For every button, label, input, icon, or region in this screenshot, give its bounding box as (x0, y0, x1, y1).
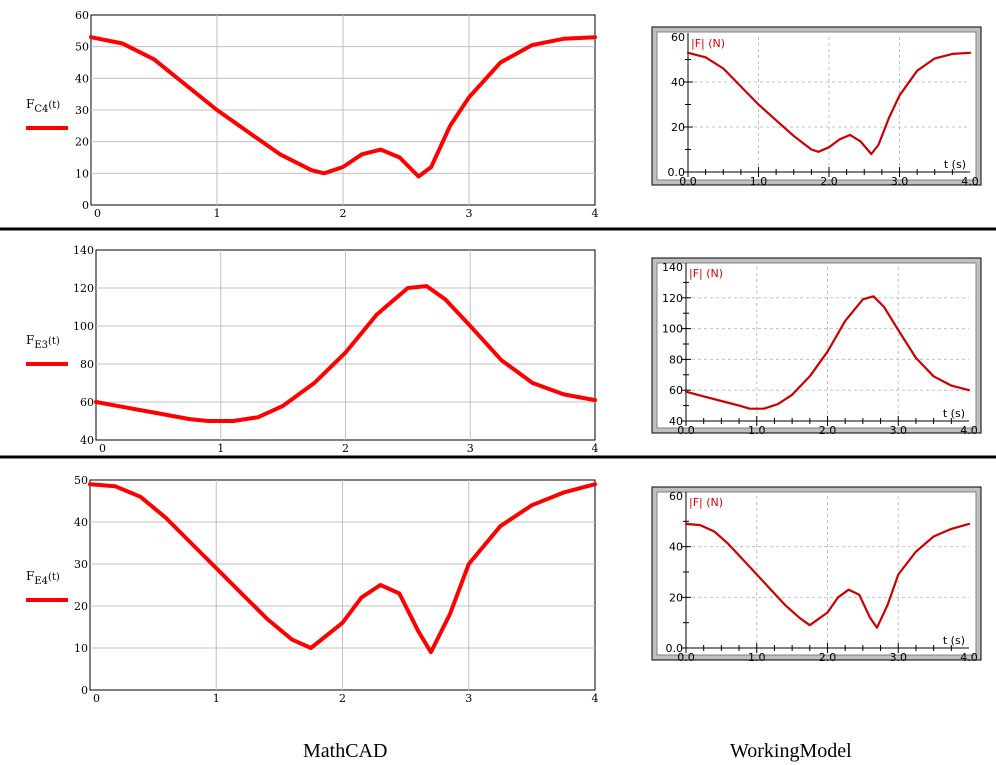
x-tick-label: 3 (467, 442, 474, 455)
y-tick-label: 60 (80, 396, 94, 409)
y-tick-label: 30 (75, 104, 89, 117)
x-tick-label: 2.0 (819, 424, 837, 437)
x-tick-label: 2.0 (819, 651, 837, 664)
y-tick-label: 120 (662, 292, 683, 305)
chart-2: 0.0 1.0 2.0 3.0 4.0 0.0 20 40 60 |F| (N) t (s) (651, 26, 982, 188)
x-axis-label: t (s) (943, 634, 965, 647)
x-tick-label: 1.0 (750, 175, 768, 188)
legend-label: FC4(t) (26, 97, 60, 115)
panel-inner (656, 31, 977, 181)
y-tick-label: 40 (669, 541, 683, 554)
inset-label: |F| (N) (689, 496, 723, 509)
x-tick-label: 3 (466, 207, 473, 220)
y-tick-label: 100 (73, 320, 94, 333)
x-tick-label: 0 (99, 442, 106, 455)
y-tick-label: 120 (73, 282, 94, 295)
y-tick-label: 140 (662, 261, 683, 274)
y-tick-label: 80 (669, 353, 683, 366)
x-tick-label: 2 (340, 207, 347, 220)
x-axis-label: t (s) (943, 407, 965, 420)
y-tick-label: 40 (74, 516, 88, 529)
y-tick-label: 40 (80, 434, 94, 447)
x-tick-label: 3 (465, 692, 472, 705)
x-tick-label: 4 (592, 207, 599, 220)
y-tick-label: 50 (74, 474, 88, 487)
x-tick-label: 1.0 (748, 424, 766, 437)
x-tick-label: 2.0 (820, 175, 838, 188)
x-tick-label: 1 (217, 442, 224, 455)
y-tick-label: 60 (669, 384, 683, 397)
y-tick-label: 60 (75, 9, 89, 22)
x-tick-label: 1.0 (748, 651, 766, 664)
series-line (88, 482, 597, 655)
x-tick-label: 0 (93, 692, 100, 705)
chart-3: 0 1 2 3 4 40 60 80 100 120 140 FE3(t) (26, 244, 599, 455)
x-tick-label: 3.0 (890, 651, 908, 664)
y-tick-label: 0.0 (668, 166, 686, 179)
x-tick-label: 0 (94, 207, 101, 220)
x-tick-label: 0.0 (677, 424, 695, 437)
x-tick-label: 1 (214, 207, 221, 220)
y-tick-label: 20 (669, 591, 683, 604)
inset-label: |F| (N) (689, 267, 723, 280)
caption-mathcad: MathCAD (303, 740, 388, 762)
inset-label: |F| (N) (691, 37, 725, 50)
y-tick-label: 100 (662, 323, 683, 336)
y-tick-label: 40 (669, 415, 683, 428)
y-tick-label: 0 (81, 684, 88, 697)
x-tick-label: 4.0 (960, 651, 978, 664)
x-tick-label: 3.0 (890, 424, 908, 437)
y-tick-label: 40 (75, 72, 89, 85)
panel-inner (656, 262, 977, 429)
x-tick-label: 2 (339, 692, 346, 705)
y-tick-label: 10 (75, 167, 89, 180)
x-tick-label: 4 (592, 692, 599, 705)
y-tick-label: 10 (74, 642, 88, 655)
x-tick-label: 4.0 (961, 175, 979, 188)
x-tick-label: 4.0 (960, 424, 978, 437)
chart-4: 0.0 1.0 2.0 3.0 4.0 40 60 80 100 120 140 |F| (N) t (… (651, 257, 982, 437)
y-tick-label: 20 (75, 136, 89, 149)
y-tick-label: 30 (74, 558, 88, 571)
x-axis-label: t (s) (944, 158, 966, 171)
y-tick-label: 20 (74, 600, 88, 613)
panel-inner (656, 491, 977, 656)
y-tick-label: 0 (82, 199, 89, 212)
y-tick-label: 50 (75, 41, 89, 54)
x-tick-label: 0.0 (677, 651, 695, 664)
legend-label: FE4(t) (26, 569, 60, 587)
series-line (684, 295, 971, 410)
series-line (686, 51, 972, 156)
series-line (684, 522, 971, 629)
x-tick-label: 2 (342, 442, 349, 455)
x-tick-label: 4 (592, 442, 599, 455)
series-line (94, 284, 597, 423)
y-tick-label: 0.0 (666, 642, 684, 655)
y-tick-label: 80 (80, 358, 94, 371)
y-tick-label: 140 (73, 244, 94, 257)
caption-workingmodel: WorkingModel (730, 740, 852, 762)
y-tick-label: 40 (671, 76, 685, 89)
x-tick-label: 0.0 (679, 175, 697, 188)
y-tick-label: 60 (671, 31, 685, 44)
series-line (89, 35, 597, 179)
chart-6: 0.0 1.0 2.0 3.0 4.0 0.0 20 40 60 |F| (N) t (s) (651, 486, 982, 664)
x-tick-label: 1 (213, 692, 220, 705)
x-tick-label: 3.0 (891, 175, 909, 188)
legend-label: FE3(t) (26, 333, 60, 351)
y-tick-label: 60 (669, 490, 683, 503)
y-tick-label: 20 (671, 121, 685, 134)
